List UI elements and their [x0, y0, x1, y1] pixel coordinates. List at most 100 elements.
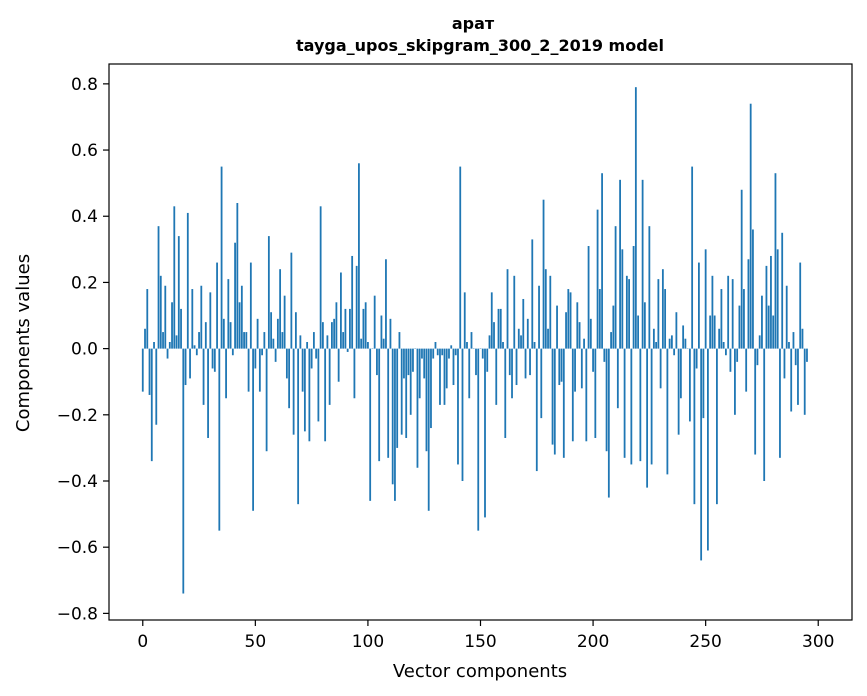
bar: [247, 348, 250, 392]
x-tick-label: 150: [464, 632, 496, 652]
bar: [734, 348, 736, 415]
bar: [222, 318, 225, 349]
bar: [792, 332, 795, 349]
bar: [725, 348, 727, 356]
bar: [175, 335, 178, 349]
bar: [279, 269, 282, 349]
bar: [436, 348, 439, 356]
bar: [180, 308, 182, 349]
bar: [592, 348, 594, 372]
bar: [403, 348, 405, 379]
y-axis-ticks: −0.8 −0.6 −0.4 −0.2 0.0 0.2 0.4 0.6 0.8: [57, 75, 109, 624]
bar: [783, 348, 786, 379]
bar: [781, 232, 784, 349]
bar: [312, 332, 315, 349]
bar: [182, 348, 185, 594]
bar: [574, 348, 576, 392]
bar: [583, 338, 585, 349]
bar: [243, 332, 245, 349]
bar: [355, 265, 358, 349]
bar: [776, 249, 779, 349]
bar: [601, 173, 603, 349]
bar: [409, 348, 412, 415]
bar: [713, 315, 716, 349]
bar: [720, 289, 723, 349]
bar: [499, 308, 502, 349]
bar: [560, 348, 563, 382]
bar: [198, 332, 200, 349]
bar: [695, 348, 698, 369]
bar: [790, 348, 793, 412]
bar: [394, 348, 396, 501]
y-tick-label: 0.4: [71, 207, 98, 227]
bar: [328, 348, 331, 405]
bar: [146, 289, 149, 349]
bar: [461, 348, 464, 481]
bar: [488, 335, 491, 349]
x-tick-label: 0: [137, 632, 148, 652]
bar: [310, 348, 313, 369]
bar: [743, 289, 745, 349]
bar: [754, 348, 757, 455]
bar: [643, 302, 646, 349]
bar: [351, 255, 354, 349]
bar: [299, 335, 302, 349]
bar: [349, 308, 351, 349]
bar: [772, 315, 775, 349]
bar: [373, 295, 376, 349]
bar: [466, 342, 468, 349]
bar: [544, 269, 547, 349]
bar: [231, 348, 234, 356]
y-tick-label: 0.8: [71, 75, 98, 95]
bar: [576, 302, 579, 349]
bar: [747, 259, 750, 349]
bar: [173, 206, 176, 349]
bar: [387, 348, 390, 458]
bar: [668, 338, 671, 349]
bar: [682, 325, 685, 349]
bar: [405, 348, 408, 438]
bar: [614, 226, 617, 349]
bar: [319, 206, 322, 349]
bar: [412, 348, 414, 372]
x-tick-label: 250: [689, 632, 721, 652]
bar: [693, 348, 696, 505]
bar: [141, 348, 144, 392]
bar: [547, 328, 549, 349]
bar: [157, 226, 160, 349]
bar: [529, 348, 531, 376]
bar: [569, 292, 572, 349]
bar: [571, 348, 574, 442]
bar: [450, 345, 453, 349]
y-tick-label: −0.2: [57, 406, 98, 426]
bar: [623, 348, 626, 458]
bar: [522, 298, 525, 349]
bar: [457, 348, 459, 465]
bar: [565, 312, 567, 349]
bar: [245, 332, 248, 349]
bar: [657, 279, 660, 349]
bar: [731, 279, 734, 349]
bar: [159, 275, 162, 349]
bar: [553, 348, 556, 455]
x-axis-label: Vector components: [393, 661, 567, 682]
y-axis-label: Components values: [13, 254, 34, 432]
bar: [249, 262, 252, 349]
bar: [785, 285, 788, 349]
bar: [567, 289, 570, 349]
bar: [477, 348, 480, 531]
bar: [628, 279, 630, 349]
bar: [495, 348, 498, 405]
bar: [164, 285, 167, 349]
bar: [707, 348, 709, 551]
bar: [335, 302, 338, 349]
bar: [364, 302, 367, 349]
bar: [513, 275, 516, 349]
bar: [484, 348, 486, 518]
bar: [220, 166, 223, 349]
bar: [256, 318, 259, 349]
bar: [603, 348, 606, 362]
bar: [619, 179, 621, 349]
